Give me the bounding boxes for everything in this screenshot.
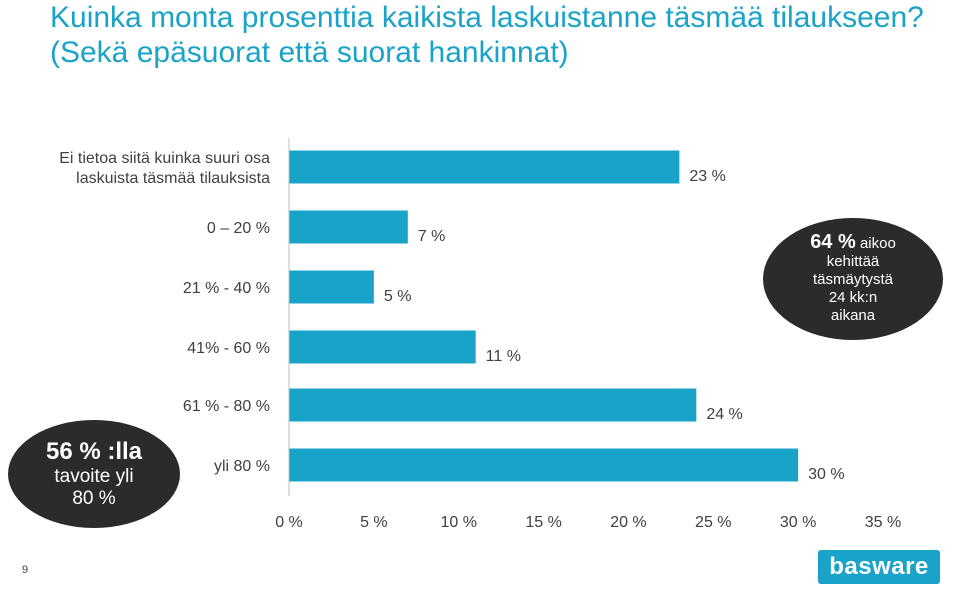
x-tick-label: 15 %: [525, 514, 561, 531]
callout-text: 80 %: [72, 488, 116, 509]
bar-0: [289, 150, 680, 184]
value-label: 30 %: [808, 466, 844, 483]
callout-text: 24 kk:n: [828, 289, 878, 306]
slide-number: 9: [22, 564, 29, 576]
callout-target: 56 % :lla tavoite yli 80 %: [8, 420, 180, 528]
x-tick-label: 0 %: [275, 514, 303, 531]
bar-4: [289, 388, 697, 422]
x-tick-label: 20 %: [610, 514, 646, 531]
category-label: 61 % - 80 %: [183, 398, 270, 415]
category-label: 0 – 20 %: [207, 220, 270, 237]
callout-text: aikoo: [859, 235, 896, 252]
x-tick-label: 5 %: [360, 514, 388, 531]
basware-logo: basware: [818, 550, 940, 584]
callout-pct: 64 %: [810, 231, 856, 253]
bar-1: [289, 210, 408, 244]
callout-text: aikana: [830, 307, 876, 324]
x-tick-label: 10 %: [440, 514, 476, 531]
callout-text: täsmäytystä: [812, 271, 894, 288]
page-title: Kuinka monta prosenttia kaikista laskuis…: [50, 1, 924, 69]
bar-5: [289, 448, 799, 482]
callout-text: tavoite yli: [54, 466, 134, 487]
value-label: 5 %: [384, 288, 412, 305]
bar-3: [289, 330, 476, 364]
x-tick-label: 25 %: [695, 514, 731, 531]
x-tick-label: 30 %: [780, 514, 816, 531]
value-label: 24 %: [706, 406, 742, 423]
x-tick-label: 35 %: [865, 514, 901, 531]
callout-development-plans: 64 % aikoo kehittää täsmäytystä 24 kk:n …: [763, 218, 943, 340]
callout-text: kehittää: [826, 253, 880, 270]
callout-pct: 56 % :lla: [45, 438, 143, 465]
category-label: Ei tietoa siitä kuinka suuri osa laskuist…: [59, 150, 270, 187]
category-label: yli 80 %: [214, 458, 270, 475]
bar-2: [289, 270, 374, 304]
category-label: 21 % - 40 %: [183, 280, 270, 297]
value-label: 23 %: [689, 168, 725, 185]
value-label: 7 %: [418, 228, 446, 245]
category-label: 41% - 60 %: [187, 340, 270, 357]
value-label: 11 %: [486, 348, 521, 365]
